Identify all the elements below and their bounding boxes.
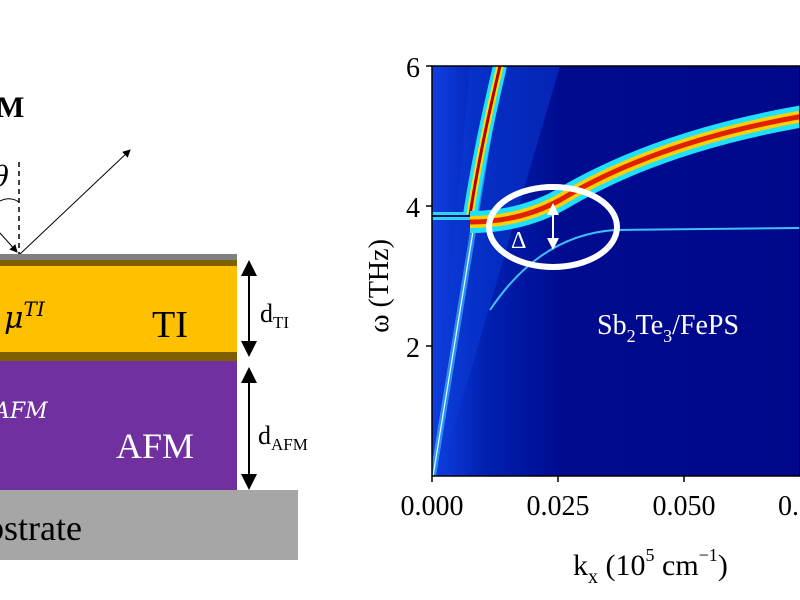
ti-param-label: μTI (4, 297, 46, 336)
y-axis-label: ω (THz) (364, 239, 395, 333)
y-tick-label: 6 (406, 53, 420, 84)
layer-diagram: M θ μTI TI AFM AFM bstrate dTI dAFM (0, 91, 308, 560)
ti-layer (0, 266, 237, 352)
upper-branch (469, 114, 800, 225)
x-tick-label: 0.025 (527, 491, 590, 522)
substrate-layer (0, 490, 298, 560)
x-tick-label: 0.000 (401, 491, 464, 522)
angle-label: θ (0, 160, 9, 193)
x-axis-label: kx (105 cm−1) (573, 545, 728, 588)
afm-layer-label: AFM (116, 426, 194, 466)
afm-param-label: AFM (0, 399, 48, 424)
top-interface (0, 260, 237, 266)
reflected-ray-arrow (18, 149, 131, 256)
x-tick-label: 0.0 (778, 491, 800, 522)
gap-label: Δ (511, 228, 526, 254)
heatmap (432, 66, 800, 476)
y-axis: 2 4 6 ω (THz) (364, 53, 432, 364)
substrate-label: bstrate (0, 508, 82, 548)
ti-layer-label: TI (152, 304, 188, 346)
gap-ellipse (486, 184, 620, 270)
incident-ray-arrow (0, 232, 18, 253)
d-ti-label: dTI (260, 299, 289, 332)
x-tick-label: 0.050 (653, 491, 716, 522)
dispersion-plot: Δ Sb2Te3/FePS 2 4 6 ω (THz) 0.000 0.025 … (364, 53, 800, 588)
y-tick-label: 4 (406, 193, 420, 224)
afm-layer (0, 361, 237, 490)
steep-branch (468, 66, 502, 216)
y-tick-label: 2 (406, 333, 420, 364)
angle-arc (0, 198, 20, 203)
bottom-interface (0, 352, 237, 361)
plot-frame (431, 65, 800, 477)
d-afm-label: dAFM (258, 421, 308, 454)
surface-layer (0, 254, 237, 260)
x-axis: 0.000 0.025 0.050 0.0 kx (105 cm−1) (401, 476, 800, 588)
material-label: Sb2Te3/FePS (597, 310, 739, 346)
glow-region (432, 66, 560, 476)
diagram-title-fragment: M (0, 91, 24, 124)
